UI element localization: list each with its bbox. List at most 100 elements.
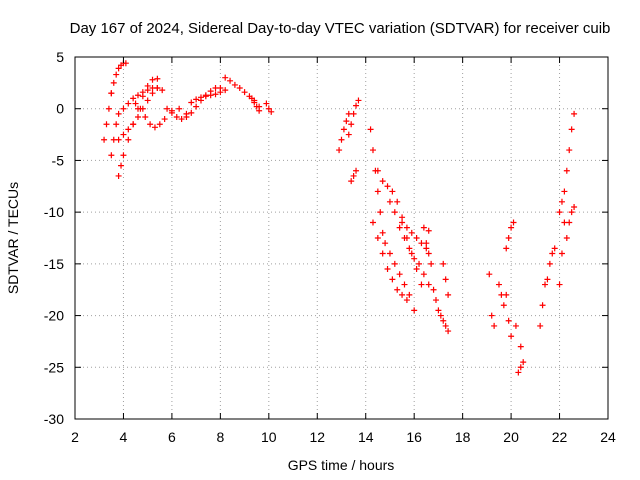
x-tick-label: 8 xyxy=(216,429,224,445)
series-arc-28 xyxy=(503,291,515,340)
data-point xyxy=(394,286,401,293)
data-point xyxy=(391,260,398,267)
data-point xyxy=(222,74,229,81)
data-point xyxy=(382,240,389,247)
series-arc-15 xyxy=(348,167,360,185)
data-point xyxy=(442,276,449,283)
data-point xyxy=(149,90,156,97)
data-point xyxy=(549,250,556,257)
data-point xyxy=(508,333,515,340)
y-tick-label: -25 xyxy=(44,359,64,375)
data-point xyxy=(512,322,519,329)
data-point xyxy=(379,250,386,257)
data-point xyxy=(558,198,565,205)
data-point xyxy=(571,110,578,117)
data-point xyxy=(137,105,144,112)
data-point xyxy=(374,235,381,241)
data-point xyxy=(188,99,195,106)
data-point xyxy=(176,105,183,112)
data-point xyxy=(542,281,549,288)
data-point xyxy=(236,85,243,92)
data-point xyxy=(231,81,238,88)
series-arc-19 xyxy=(386,198,432,288)
data-point xyxy=(430,286,437,293)
data-point xyxy=(355,97,362,104)
data-point xyxy=(222,87,229,94)
x-tick-label: 6 xyxy=(168,429,176,445)
data-point xyxy=(248,95,255,102)
data-point xyxy=(386,198,393,205)
data-point xyxy=(268,108,275,115)
series-arc-30 xyxy=(537,281,549,329)
data-point xyxy=(149,76,156,83)
data-point xyxy=(503,245,510,252)
data-point xyxy=(161,116,168,123)
data-point xyxy=(379,229,386,236)
data-point xyxy=(505,235,512,241)
data-point xyxy=(408,229,415,236)
data-point xyxy=(256,107,263,114)
data-point xyxy=(132,100,139,107)
series-arc-06 xyxy=(120,85,166,112)
data-point xyxy=(154,85,161,92)
series-arc-33 xyxy=(556,188,568,216)
data-point xyxy=(440,260,447,267)
series-arc-29 xyxy=(515,359,527,376)
data-point xyxy=(183,113,190,120)
series-arc-27 xyxy=(503,219,524,350)
series-arc-14 xyxy=(345,97,362,138)
series-arc-01 xyxy=(101,90,115,143)
data-point xyxy=(488,312,495,319)
x-tick-label: 4 xyxy=(120,429,128,445)
x-tick-label: 18 xyxy=(455,429,471,445)
series-arc-07 xyxy=(132,100,190,131)
data-point xyxy=(348,178,355,185)
data-point xyxy=(503,291,510,298)
data-point xyxy=(115,110,122,117)
data-point xyxy=(399,219,406,226)
series-arc-22 xyxy=(430,286,452,335)
series-arc-04 xyxy=(108,110,122,159)
data-point xyxy=(428,260,435,267)
data-point xyxy=(551,245,558,252)
data-point xyxy=(336,147,343,154)
data-point xyxy=(154,75,161,82)
data-point xyxy=(103,121,110,128)
series-arc-09 xyxy=(188,87,229,106)
data-point xyxy=(202,93,209,100)
x-tick-label: 2 xyxy=(71,429,79,445)
data-point xyxy=(134,92,141,99)
series-arc-11 xyxy=(248,95,263,114)
plot-frame xyxy=(74,56,609,420)
data-point xyxy=(253,103,260,110)
x-axis-label: GPS time / hours xyxy=(288,457,395,473)
data-point xyxy=(413,235,420,241)
data-point xyxy=(403,297,410,304)
data-point xyxy=(445,328,452,335)
data-point xyxy=(406,291,413,298)
series-arc-35 xyxy=(563,110,578,174)
data-point xyxy=(193,103,200,110)
data-point xyxy=(561,188,568,195)
data-point xyxy=(164,105,171,112)
x-tick-label: 10 xyxy=(261,429,277,445)
data-point xyxy=(178,116,185,123)
data-point xyxy=(495,281,502,288)
series-arc-34 xyxy=(563,203,578,241)
series-arc-20 xyxy=(399,219,430,252)
data-point xyxy=(367,126,374,133)
data-point xyxy=(105,105,112,112)
data-point xyxy=(425,227,432,234)
data-point xyxy=(122,60,129,67)
data-point xyxy=(353,102,360,109)
data-point xyxy=(437,312,444,319)
series-arc-13 xyxy=(336,110,352,154)
data-point xyxy=(144,97,151,104)
data-point xyxy=(505,317,512,324)
data-point xyxy=(423,240,430,247)
data-point xyxy=(125,126,132,133)
data-point xyxy=(142,113,149,120)
data-point xyxy=(193,96,200,103)
